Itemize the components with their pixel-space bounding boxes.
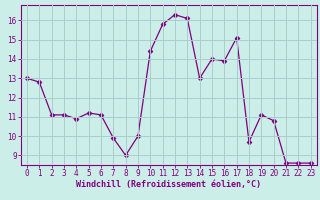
X-axis label: Windchill (Refroidissement éolien,°C): Windchill (Refroidissement éolien,°C) <box>76 180 261 189</box>
